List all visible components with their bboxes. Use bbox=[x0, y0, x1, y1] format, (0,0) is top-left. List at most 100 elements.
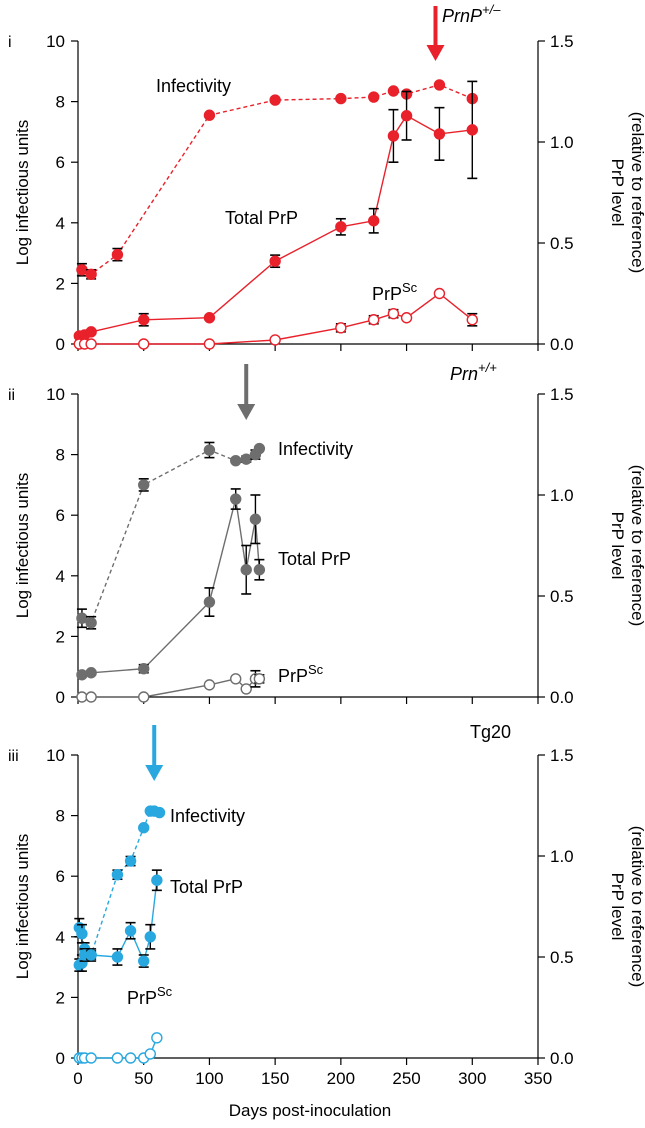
y-right-tick-label: 0.0 bbox=[550, 1049, 574, 1068]
y-right-axis-title-line1: PrP level bbox=[608, 159, 627, 227]
series-prpsc: PrPSc bbox=[73, 280, 478, 350]
series-label: PrPSc bbox=[372, 280, 418, 304]
data-point bbox=[466, 314, 478, 326]
data-point bbox=[124, 855, 137, 867]
panel-label: iii bbox=[8, 748, 19, 765]
data-point bbox=[138, 314, 150, 326]
genotype-label-sup: +/– bbox=[482, 2, 501, 17]
x-tick-label: 300 bbox=[458, 1069, 486, 1088]
data-point bbox=[85, 326, 97, 338]
panel-i: 0 2 4 6 8 10 0.0 0.5 1.0 1.5 Log infectious units P… bbox=[8, 2, 645, 354]
x-tick-label: 250 bbox=[392, 1069, 420, 1088]
series-label: Total PrP bbox=[225, 208, 298, 228]
x-tick-label: 350 bbox=[524, 1069, 552, 1088]
series-line bbox=[81, 498, 261, 676]
series-line bbox=[81, 448, 260, 624]
series-label-base: Infectivity bbox=[170, 806, 245, 826]
series-label-base: Infectivity bbox=[156, 76, 231, 96]
y-left-tick-label: 0 bbox=[56, 688, 65, 707]
y-left-axis-title: Log infectious units bbox=[13, 834, 32, 980]
series-label: Infectivity bbox=[278, 439, 353, 459]
arrow-head-icon bbox=[145, 765, 164, 781]
y-right-tick-label: 0.5 bbox=[550, 234, 574, 253]
data-point bbox=[111, 868, 124, 881]
series-label-sup: Sc bbox=[402, 280, 418, 295]
y-right-axis-title-line2: (relative to reference) bbox=[628, 826, 645, 988]
data-point bbox=[433, 79, 446, 91]
y-right-tick-label: 1.0 bbox=[550, 847, 574, 866]
data-point bbox=[111, 248, 124, 261]
data-point bbox=[433, 287, 446, 300]
data-point bbox=[230, 673, 242, 685]
data-point bbox=[240, 683, 252, 695]
x-tick-label: 50 bbox=[134, 1069, 153, 1088]
y-right-axis-title-line2: (relative to reference) bbox=[628, 465, 645, 627]
data-point bbox=[433, 128, 446, 140]
data-point bbox=[111, 951, 124, 963]
data-point bbox=[124, 1052, 137, 1064]
panel-iii: 0 2 4 6 8 10 0.0 0.5 1.0 1.5 0 50 100 150 200 250 300 350… bbox=[8, 722, 645, 1088]
series-label-base: Total PrP bbox=[170, 877, 243, 897]
data-point bbox=[203, 109, 216, 121]
x-axis-title: Days post-inoculation bbox=[229, 1101, 392, 1120]
y-left-axis-title: Log infectious units bbox=[13, 120, 32, 266]
y-right-axis-title-line1: PrP level bbox=[608, 512, 627, 580]
y-right-tick-label: 1.0 bbox=[550, 486, 574, 505]
data-point bbox=[335, 221, 347, 233]
series-label-base: PrP bbox=[278, 666, 308, 686]
data-point bbox=[368, 215, 380, 227]
data-point bbox=[269, 94, 281, 106]
data-point bbox=[230, 493, 242, 505]
genotype-label-base: PrnP bbox=[442, 6, 482, 26]
data-point bbox=[138, 479, 150, 491]
chart-panels: 0 2 4 6 8 10 0.0 0.5 1.0 1.5 Log infectious units P… bbox=[8, 2, 645, 1088]
data-point bbox=[111, 1052, 124, 1064]
data-point bbox=[230, 454, 242, 467]
y-left-tick-label: 8 bbox=[56, 93, 65, 112]
x-tick-label: 100 bbox=[195, 1069, 223, 1088]
data-point bbox=[203, 312, 216, 324]
y-left-axis-title: Log infectious units bbox=[13, 473, 32, 619]
series-total-prp: Total PrP bbox=[73, 80, 478, 342]
arrow-head-icon bbox=[426, 45, 445, 61]
series-label-base: PrP bbox=[127, 988, 157, 1008]
y-left-tick-label: 4 bbox=[56, 567, 65, 586]
data-point bbox=[335, 322, 347, 334]
data-point bbox=[387, 130, 400, 142]
arrow-head-icon bbox=[237, 404, 256, 420]
y-left-tick-label: 0 bbox=[56, 335, 65, 354]
data-point bbox=[144, 1048, 156, 1060]
series-line bbox=[81, 84, 473, 276]
data-point bbox=[138, 663, 150, 675]
genotype-label: PrnP+/– bbox=[442, 2, 501, 26]
data-point bbox=[387, 308, 400, 320]
data-point bbox=[387, 85, 400, 97]
x-tick-label: 0 bbox=[73, 1069, 82, 1088]
series-infectivity: Infectivity bbox=[76, 76, 478, 281]
series-infectivity: Infectivity bbox=[76, 439, 353, 630]
data-point bbox=[124, 925, 137, 937]
data-point bbox=[85, 691, 97, 703]
y-right-tick-label: 1.5 bbox=[550, 385, 574, 404]
data-point bbox=[85, 1052, 97, 1064]
data-point bbox=[203, 338, 216, 350]
data-point bbox=[85, 667, 97, 679]
series-label: PrPSc bbox=[127, 984, 173, 1008]
data-point bbox=[144, 931, 156, 943]
data-point bbox=[253, 564, 266, 576]
y-left-tick-label: 4 bbox=[56, 928, 65, 947]
series-label-sup: Sc bbox=[308, 662, 324, 677]
data-point bbox=[85, 268, 97, 281]
data-point bbox=[249, 513, 262, 525]
y-right-axis-title-line2: (relative to reference) bbox=[628, 112, 645, 274]
data-point bbox=[368, 314, 380, 326]
series-prpsc: PrPSc bbox=[73, 984, 173, 1064]
y-left-tick-label: 6 bbox=[56, 506, 65, 525]
data-point bbox=[153, 806, 166, 819]
x-tick-label: 200 bbox=[327, 1069, 355, 1088]
y-left-tick-label: 4 bbox=[56, 214, 65, 233]
data-point bbox=[240, 564, 252, 576]
series-label: PrPSc bbox=[278, 662, 324, 686]
series-prpsc: PrPSc bbox=[76, 662, 324, 703]
